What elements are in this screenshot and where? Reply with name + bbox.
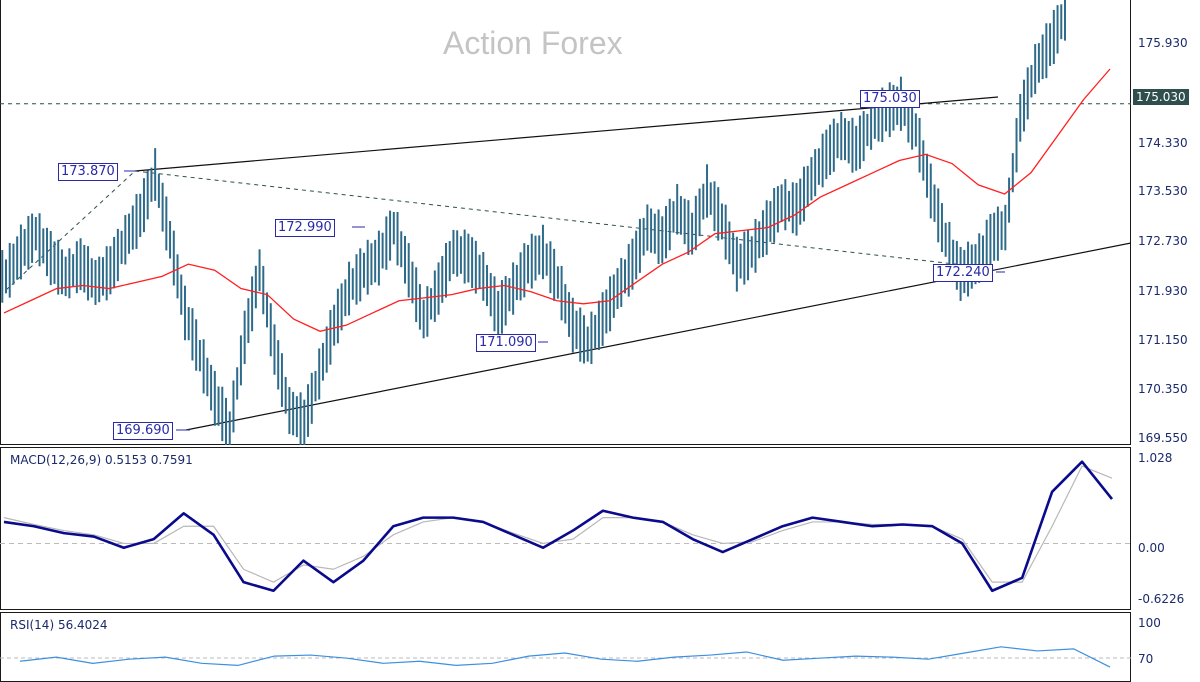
price-annotation: 172.240 xyxy=(933,264,993,282)
price-annotation: 169.690 xyxy=(113,422,173,440)
macd-chart xyxy=(0,460,1131,593)
rsi-chart xyxy=(0,646,1131,668)
dashed-trendline xyxy=(134,170,991,269)
upper-trendline xyxy=(134,96,999,172)
rsi-axis-label: 100 xyxy=(1138,616,1161,630)
macd-line xyxy=(3,460,1114,593)
macd-panel-frame xyxy=(0,447,1131,610)
price-panel: Action Forex 175.930 174.330 173.530 172… xyxy=(0,0,1189,445)
price-axis-label: 171.930 xyxy=(1138,284,1188,298)
rsi-title: RSI(14) 56.4024 xyxy=(10,618,108,632)
macd-title: MACD(12,26,9) 0.5153 0.7591 xyxy=(10,453,193,467)
dashed-trendline xyxy=(5,170,136,291)
price-axis-label: 170.350 xyxy=(1138,382,1188,396)
price-axis-label: 169.550 xyxy=(1138,431,1188,445)
price-axis-label: 172.730 xyxy=(1138,234,1188,248)
price-axis-label: 171.150 xyxy=(1138,333,1188,347)
current-price-badge: 175.030 xyxy=(1133,89,1189,105)
price-panel-frame xyxy=(0,0,1131,445)
moving-average-line xyxy=(3,68,1111,332)
macd-axis-label: 0.00 xyxy=(1138,541,1165,555)
price-axis-label: 174.330 xyxy=(1138,136,1188,150)
price-axis-label: 175.930 xyxy=(1138,36,1188,50)
price-annotation: 173.870 xyxy=(58,163,118,181)
price-annotation: 171.090 xyxy=(476,334,536,352)
price-chart xyxy=(0,0,1131,445)
ohlc-bars xyxy=(1,0,1066,445)
macd-axis-label: -0.6226 xyxy=(1138,592,1185,606)
watermark: Action Forex xyxy=(443,25,623,61)
rsi-axis-label: 70 xyxy=(1138,652,1154,666)
rsi-panel: RSI(14) 56.4024 100 70 xyxy=(0,612,1200,682)
price-annotation: 172.990 xyxy=(275,219,335,237)
macd-panel: MACD(12,26,9) 0.5153 0.7591 1.028 0.00 -… xyxy=(0,447,1200,610)
macd-axis-label: 1.028 xyxy=(1138,451,1173,465)
price-annotation: 175.030 xyxy=(860,90,920,108)
price-axis-label: 173.530 xyxy=(1138,184,1188,198)
rsi-line xyxy=(19,646,1111,668)
